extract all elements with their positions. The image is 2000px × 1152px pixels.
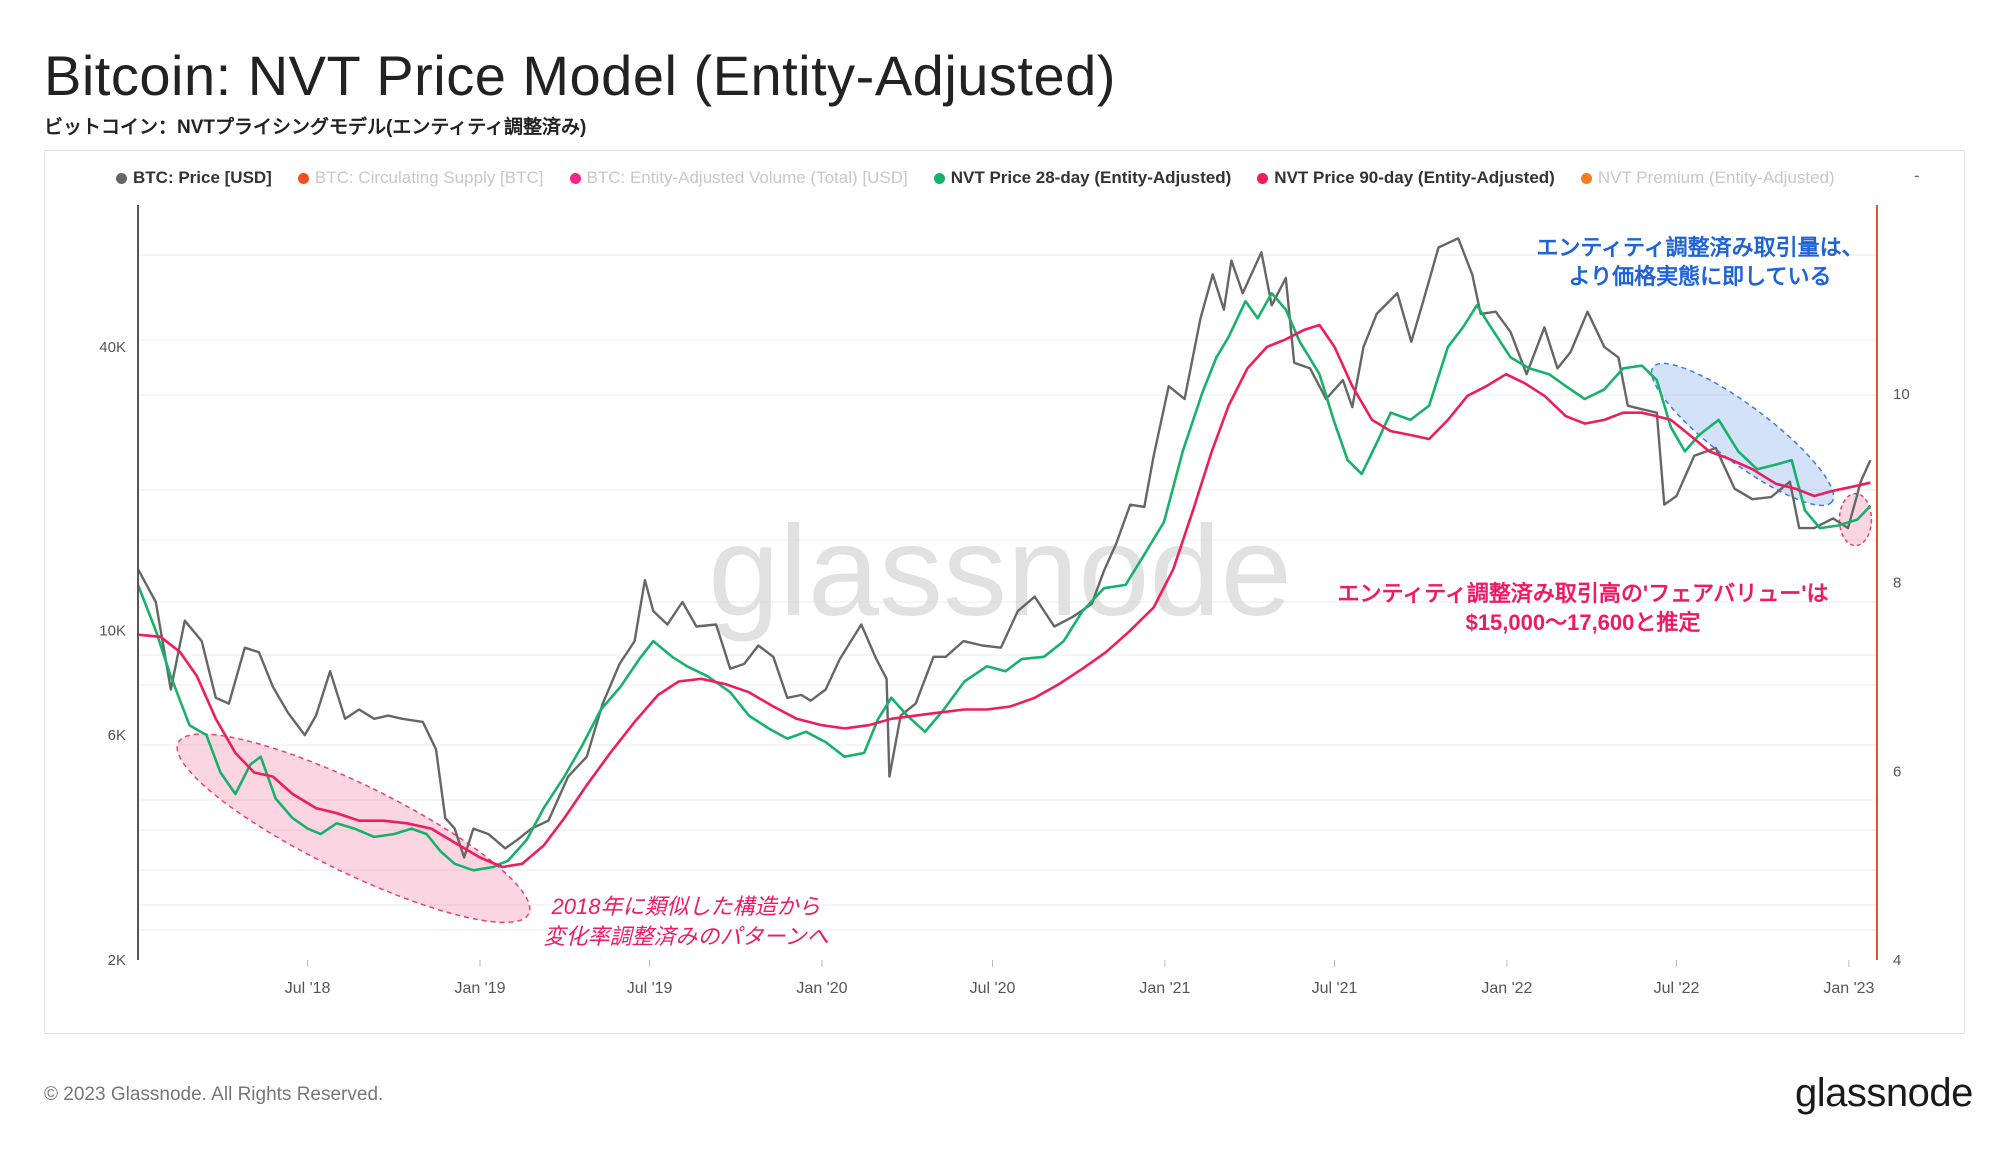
y-left-tick-label: 10K [99, 623, 126, 640]
legend-item[interactable]: BTC: Entity-Adjusted Volume (Total) [USD… [569, 168, 908, 188]
legend-dot [1580, 172, 1592, 184]
annotation-bottom-line: 2018年に類似した構造から [551, 894, 821, 919]
legend-label: BTC: Price [USD] [133, 168, 272, 187]
legend-dot [1257, 172, 1269, 184]
legend-item[interactable]: NVT Price 90-day (Entity-Adjusted) [1257, 168, 1555, 188]
x-tick-label: Jul '20 [970, 980, 1016, 997]
series-line-1 [136, 291, 1872, 872]
page-title: Bitcoin: NVT Price Model (Entity-Adjuste… [44, 44, 1116, 107]
series-line-2 [137, 323, 1871, 869]
annotation-bottom-line: 変化率調整済みのパターンへ [544, 924, 829, 949]
legend-item[interactable]: BTC: Circulating Supply [BTC] [297, 168, 544, 188]
legend-label: NVT Premium (Entity-Adjusted) [1597, 168, 1835, 187]
y-right-tick-label: 4 [1893, 952, 1901, 969]
legend-dot [933, 172, 945, 184]
x-tick-label: Jan '19 [454, 980, 505, 997]
series-line-0 [136, 237, 1872, 859]
x-tick-label: Jul '18 [285, 980, 331, 997]
grid-lines [138, 254, 1877, 931]
annotation-top-right-line: より価格実態に即している [1569, 264, 1832, 289]
legend-item[interactable]: BTC: Price [USD] [116, 168, 272, 188]
legend-label: NVT Price 90-day (Entity-Adjusted) [1274, 168, 1555, 187]
chart-legend: BTC: Price [USD] BTC: Circulating Supply … [116, 166, 1861, 190]
annotation-right-line: エンティティ調整済み取引高の'フェアバリュー'は [1338, 581, 1829, 606]
x-tick-label: Jul '22 [1654, 980, 1700, 997]
series-lines [136, 237, 1872, 872]
highlight-ellipses [176, 362, 1873, 924]
legend-label: BTC: Entity-Adjusted Volume (Total) [USD… [586, 168, 908, 187]
y-left-tick-label: 6K [108, 727, 126, 744]
legend-item[interactable]: NVT Price 28-day (Entity-Adjusted) [933, 168, 1232, 188]
legend-dot [297, 172, 309, 184]
watermark-glassnode: glassnode [708, 500, 1292, 643]
legend-item[interactable]: NVT Premium (Entity-Adjusted) [1580, 168, 1835, 188]
glassnode-logo: glassnode [1795, 1071, 1973, 1115]
y-right-tick-label: 8 [1893, 575, 1901, 592]
y-left-tick-label: 40K [99, 339, 126, 356]
legend-more-toggle[interactable]: - [1914, 166, 1920, 185]
chart-frame [44, 150, 1965, 1034]
copyright-footer: © 2023 Glassnode. All Rights Reserved. [44, 1084, 384, 1105]
annotations: エンティティ調整済み取引量は、より価格実態に即しているエンティティ調整済み取引高… [544, 235, 1864, 949]
x-tick-label: Jan '20 [796, 980, 847, 997]
x-tick-label: Jul '21 [1312, 980, 1358, 997]
y-right-tick-label: 10 [1893, 386, 1910, 403]
y-left-tick-label: 2K [108, 952, 126, 969]
y-right-tick-label: 6 [1893, 763, 1901, 780]
legend-dot [116, 172, 127, 184]
x-tick-label: Jan '21 [1139, 980, 1190, 997]
legend-label: BTC: Circulating Supply [BTC] [314, 168, 544, 187]
x-tick-label: Jul '19 [627, 980, 673, 997]
legend-dot [569, 172, 581, 184]
annotation-top-right-line: エンティティ調整済み取引量は、 [1536, 235, 1863, 260]
x-tick-label: Jan '23 [1823, 980, 1874, 997]
annotation-right-line: $15,000〜17,600と推定 [1466, 610, 1701, 635]
axes: 2K 6K 10K 40K 4 6 8 10 Jul '18 Jan '19 Jul '19 Jan … [99, 205, 1910, 997]
x-tick-label: Jan '22 [1481, 980, 1532, 997]
page-subtitle: ビットコイン：NVTプライシングモデル(エンティティ調整済み) [44, 117, 587, 138]
legend-label: NVT Price 28-day (Entity-Adjusted) [950, 168, 1232, 187]
highlight-ellipse-2022 [1650, 362, 1835, 507]
